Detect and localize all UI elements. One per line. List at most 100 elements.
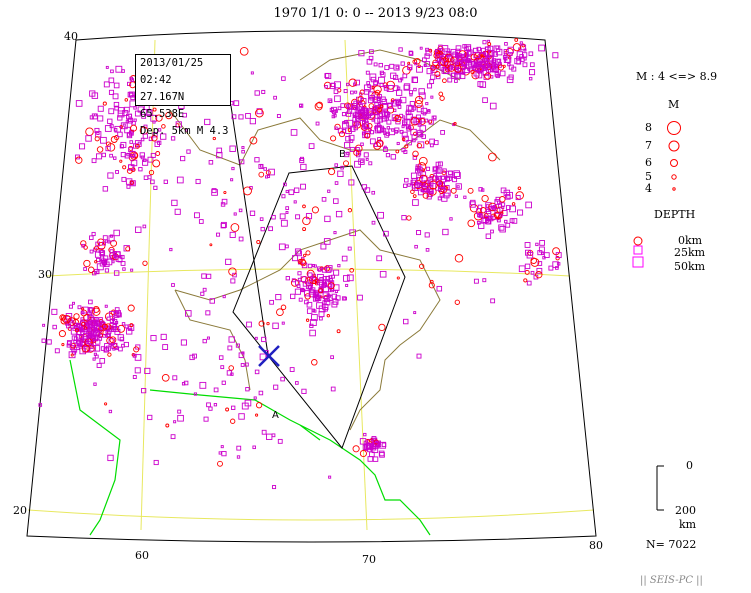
deep-quake <box>296 250 302 257</box>
shallow-quake <box>104 402 108 406</box>
deep-quake <box>556 262 561 266</box>
deep-quake <box>216 232 221 237</box>
deep-quake <box>89 235 94 240</box>
deep-quake <box>130 181 135 186</box>
shallow-quake <box>230 418 236 424</box>
deep-quake <box>504 42 508 46</box>
shallow-quake <box>439 95 445 101</box>
deep-quake <box>441 67 449 74</box>
shallow-quake <box>412 194 417 198</box>
deep-quake <box>411 138 416 143</box>
lat-label-30: 30 <box>38 268 52 281</box>
selected-event-info: 2013/01/25 02:42 27.167N 65.538E Dep. 5k… <box>135 54 231 137</box>
deep-quake <box>436 285 443 292</box>
shallow-quake <box>352 445 360 453</box>
deep-quake <box>464 67 470 74</box>
deep-quake <box>413 87 417 92</box>
deep-quake <box>126 328 133 335</box>
deep-quake <box>132 375 137 379</box>
deep-quake <box>333 89 339 94</box>
deep-quake <box>324 215 331 223</box>
shallow-quake <box>209 243 213 247</box>
deep-quake <box>420 107 428 115</box>
deep-quake <box>260 226 265 232</box>
deep-quake <box>92 357 96 361</box>
mag-6-label: 6 <box>645 156 652 169</box>
deep-quake <box>362 120 366 125</box>
deep-quake <box>130 268 134 272</box>
deep-quake <box>236 455 241 459</box>
deep-quake <box>509 52 513 56</box>
deep-quake <box>317 278 325 286</box>
deep-quake <box>435 161 441 167</box>
deep-quake <box>441 195 448 202</box>
deep-quake <box>485 218 491 225</box>
deep-quake <box>235 343 240 348</box>
deep-quake <box>386 126 390 130</box>
deep-quake <box>525 201 532 209</box>
deep-quake <box>129 92 134 98</box>
shallow-quake <box>102 101 107 106</box>
shallow-quake <box>83 314 91 322</box>
deep-quake <box>113 229 120 237</box>
section-end-label: B <box>339 149 346 160</box>
deep-quake <box>442 168 447 173</box>
deep-quake <box>268 168 275 176</box>
deep-quake <box>397 105 402 109</box>
deep-quake <box>324 85 328 89</box>
deep-quake <box>451 72 458 79</box>
shallow-quake <box>239 46 249 56</box>
deep-quake <box>330 386 336 392</box>
deep-quake <box>211 188 217 194</box>
deep-quake <box>414 244 418 249</box>
deep-quake <box>124 126 131 134</box>
event-depth-magnitude: Dep. 5km M 4.3 <box>140 125 229 137</box>
deep-quake <box>115 65 123 73</box>
shallow-quake <box>148 169 155 176</box>
shallow-quake <box>83 259 91 268</box>
deep-quake <box>528 76 533 81</box>
deep-quake <box>245 387 250 392</box>
deep-quake <box>353 125 358 131</box>
deep-quake <box>323 307 328 312</box>
deep-quake <box>202 338 207 344</box>
shallow-quake <box>73 313 80 320</box>
deep-quake <box>104 268 110 273</box>
deep-quake <box>503 56 511 63</box>
deep-quake <box>318 268 322 272</box>
deep-quake <box>451 177 458 183</box>
shallow-quake <box>432 59 439 67</box>
deep-quake <box>182 112 187 118</box>
deep-quake <box>297 277 302 282</box>
deep-quake <box>135 226 142 233</box>
deep-quake <box>543 252 550 258</box>
shallow-quake <box>419 174 428 184</box>
deep-quake <box>279 213 286 220</box>
deep-quake <box>296 284 301 288</box>
deep-quake <box>424 53 430 59</box>
deep-quake <box>526 251 534 259</box>
deep-quake <box>360 98 367 105</box>
shallow-quake <box>122 165 127 170</box>
deep-quake <box>163 179 168 184</box>
shallow-quake <box>110 239 118 247</box>
deep-quake <box>142 133 148 139</box>
deep-quake <box>130 153 135 158</box>
mag-5-label: 5 <box>645 170 652 183</box>
shallow-quake <box>323 81 332 90</box>
deep-quake <box>244 362 249 367</box>
deep-quake <box>407 64 413 70</box>
deep-quake <box>331 114 336 119</box>
deep-quake <box>454 194 458 198</box>
deep-quake <box>101 258 106 264</box>
shallow-quake <box>230 223 240 232</box>
deep-quake <box>413 311 417 315</box>
shallow-quake <box>454 254 464 263</box>
deep-quake <box>335 295 341 301</box>
deep-quake <box>177 414 184 422</box>
deep-quake <box>394 98 401 105</box>
deep-quake <box>328 475 332 479</box>
deep-quake <box>275 294 282 301</box>
deep-quake <box>523 48 527 52</box>
deep-quake <box>261 336 267 343</box>
